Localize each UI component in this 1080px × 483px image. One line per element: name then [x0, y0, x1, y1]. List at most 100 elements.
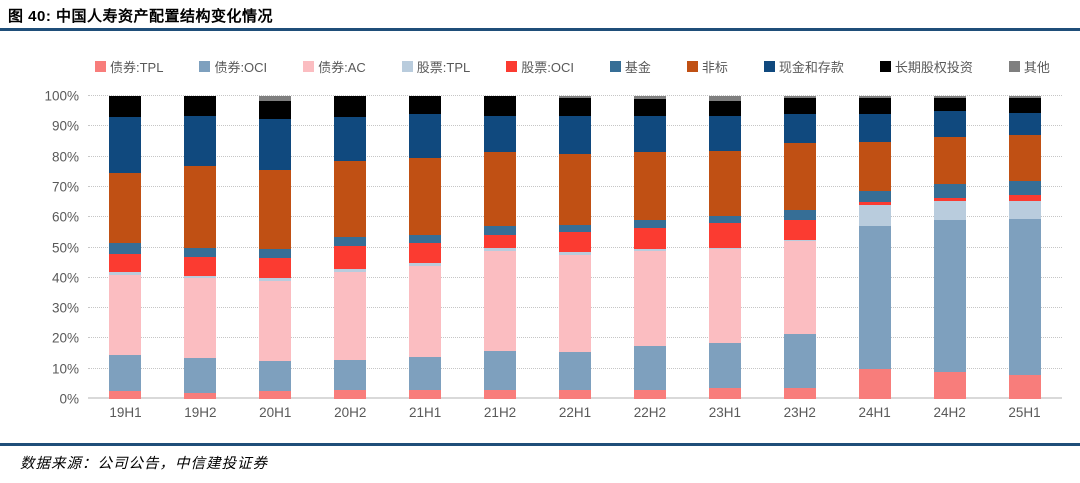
y-axis-tick-label: 70%	[51, 179, 79, 195]
bar-segment	[708, 249, 741, 343]
x-axis-tick-label: 20H1	[259, 405, 292, 420]
legend-label: 股票:TPL	[416, 60, 471, 75]
bar-segment	[259, 277, 292, 281]
y-axis-tick-label: 90%	[51, 118, 79, 134]
stacked-bar-25H1	[1008, 96, 1041, 399]
bar-segment	[259, 258, 292, 278]
legend-label: 其他	[1023, 60, 1050, 75]
bar-segment	[633, 99, 666, 116]
stacked-bar-22H2	[633, 96, 666, 399]
bar-segment	[484, 350, 517, 390]
figure-title: 图 40: 中国人寿资产配置结构变化情况	[8, 8, 274, 25]
bar-segment	[558, 232, 591, 253]
chart-plot-area: 0% 10% 20% 30% 40% 50% 60% 70% 80% 90% 100%	[44, 89, 1062, 407]
data-source-note: 数据来源：公司公告，中信建投证券	[20, 456, 268, 472]
bar-segment	[558, 352, 591, 390]
bar-segment	[783, 220, 816, 240]
bar-segment	[633, 152, 666, 221]
bar-segment	[708, 388, 741, 399]
bar-segment	[109, 96, 142, 118]
bar-segment	[109, 355, 142, 392]
bar-segment	[1008, 112, 1041, 136]
bar-segment	[1008, 200, 1041, 219]
bar-segment	[409, 243, 442, 263]
y-axis-tick-label: 80%	[51, 149, 79, 165]
y-axis-tick-label: 50%	[51, 240, 79, 255]
bar-segment	[783, 114, 816, 144]
footer-divider-rule	[0, 443, 1080, 446]
bar-segment	[708, 223, 741, 248]
bar-segment	[1008, 374, 1041, 399]
x-axis-tick-label: 24H1	[858, 405, 891, 420]
bar-segment	[783, 333, 816, 389]
bar-segment	[633, 346, 666, 390]
bar-segment	[334, 236, 367, 247]
bar-segment	[783, 209, 816, 221]
bar-segment	[109, 391, 142, 399]
legend-item: 基金	[609, 57, 651, 76]
bar-segment	[109, 271, 142, 275]
legend-swatch-icon	[303, 61, 315, 72]
bar-segment	[933, 136, 966, 184]
bar-segment	[409, 235, 442, 243]
bar-segment	[708, 115, 741, 151]
bar-segment	[783, 96, 816, 98]
legend-swatch-icon	[763, 61, 775, 72]
bar-segment	[1008, 218, 1041, 375]
bar-segment	[933, 371, 966, 399]
y-axis-tick-label: 0%	[59, 391, 79, 407]
bar-segment	[259, 361, 292, 392]
bar-segment	[558, 252, 591, 256]
bar-segment	[633, 249, 666, 251]
bar-segment	[334, 161, 367, 237]
bar-segment	[259, 280, 292, 362]
bar-segment	[558, 255, 591, 353]
bar-segment	[783, 241, 816, 334]
bar-segment	[858, 226, 891, 369]
x-axis-tick-label: 23H2	[783, 405, 816, 420]
legend-item: 现金和存款	[763, 57, 844, 76]
bar-segment	[484, 96, 517, 116]
bar-segment	[708, 342, 741, 389]
bar-segment	[1008, 194, 1041, 201]
x-axis-tick-label: 23H1	[708, 405, 741, 420]
legend-label: 股票:OCI	[521, 60, 574, 75]
legend-item: 债券:TPL	[95, 57, 163, 76]
bar-segment	[184, 358, 217, 393]
bar-segment	[409, 389, 442, 399]
bar-segment	[708, 96, 741, 101]
bar-segment	[783, 143, 816, 210]
legend-item: 债券:OCI	[199, 57, 267, 76]
bar-segment	[484, 226, 517, 236]
x-axis-tick-label: 25H1	[1008, 405, 1041, 420]
bar-segment	[858, 114, 891, 142]
bar-segment	[933, 111, 966, 137]
bar-segment	[184, 96, 217, 116]
bar-segment	[334, 96, 367, 118]
bar-segment	[184, 256, 217, 277]
gridline: 100%	[44, 89, 1062, 104]
bar-segment	[484, 152, 517, 227]
bar-segment	[633, 227, 666, 250]
bar-segment	[858, 205, 891, 227]
chart-legend: 债券:TPL 债券:OCI 债券:AC 股票:TPL 股票:OCI 基金 非标 现金和存款 长期…	[95, 57, 1050, 76]
bar-segment	[558, 153, 591, 225]
bar-segment	[633, 96, 666, 100]
legend-item: 非标	[686, 57, 728, 76]
bar-segment	[484, 389, 517, 399]
bar-segment	[558, 96, 591, 98]
stacked-bar-19H1	[109, 96, 142, 399]
legend-label: 非标	[701, 60, 728, 75]
bar-segment	[259, 118, 292, 171]
legend-label: 债券:OCI	[214, 60, 268, 75]
bar-segment	[184, 276, 217, 278]
bar-segment	[558, 224, 591, 233]
stacked-bar-23H1	[708, 96, 741, 399]
bar-segment	[933, 220, 966, 372]
bar-segment	[858, 191, 891, 203]
bar-segment	[633, 220, 666, 228]
x-axis-tick-label: 19H1	[109, 405, 142, 420]
bar-segment	[1008, 97, 1041, 113]
bar-segment	[933, 200, 966, 221]
bar-segment	[484, 235, 517, 248]
